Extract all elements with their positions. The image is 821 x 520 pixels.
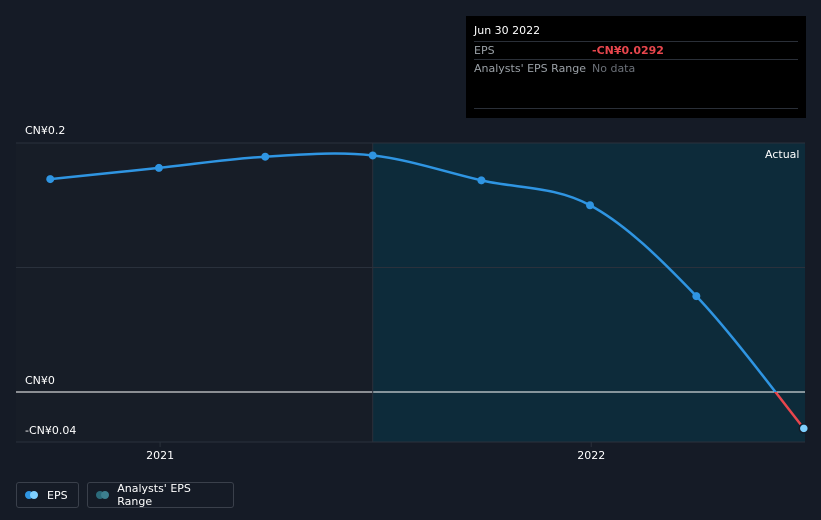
- actual-region-label: Actual: [765, 148, 800, 161]
- legend-eps-button[interactable]: EPS: [16, 482, 79, 508]
- tooltip-range-value: No data: [592, 62, 636, 75]
- range-legend-icon: [96, 491, 109, 499]
- y-tick-label-top: CN¥0.2: [25, 124, 66, 137]
- eps-point-2021-09-30: [477, 176, 486, 185]
- tooltip-range-row: Analysts' EPS Range No data: [474, 59, 798, 78]
- tooltip-divider: [474, 108, 798, 109]
- y-tick-label-zero: CN¥0: [25, 374, 55, 387]
- eps-series-points: [46, 151, 810, 434]
- legend-range-label: Analysts' EPS Range: [117, 482, 191, 508]
- legend-range-button[interactable]: Analysts' EPS Range: [87, 482, 234, 508]
- legend-eps-label: EPS: [47, 488, 68, 502]
- eps-point-2021-12-31: [586, 201, 595, 210]
- eps-point-2020-12-31: [154, 163, 163, 172]
- eps-legend-icon: [25, 491, 39, 499]
- eps-tooltip: Jun 30 2022 EPS -CN¥0.0292 Analysts' EPS…: [466, 16, 806, 118]
- tooltip-eps-row: EPS -CN¥0.0292: [474, 41, 798, 60]
- eps-point-2022-06-30: [798, 423, 810, 434]
- tooltip-eps-label: EPS: [474, 44, 495, 57]
- past-period-shade: [16, 143, 373, 442]
- tooltip-eps-value: -CN¥0.0292: [592, 44, 664, 57]
- eps-point-2021-06-30: [368, 151, 377, 160]
- eps-point-2022-03-31: [692, 292, 701, 301]
- x-tick-label-2022: 2022: [577, 449, 606, 462]
- y-tick-label-bottom: -CN¥0.04: [25, 424, 77, 437]
- x-tick-label-2021: 2021: [146, 449, 175, 462]
- eps-point-2020-09-30: [46, 175, 55, 184]
- gridlines: [16, 142, 805, 447]
- actual-period-shade: [372, 143, 805, 442]
- eps-point-2021-03-31: [261, 152, 270, 161]
- tooltip-date: Jun 30 2022: [474, 24, 541, 37]
- tooltip-range-label: Analysts' EPS Range: [474, 62, 587, 75]
